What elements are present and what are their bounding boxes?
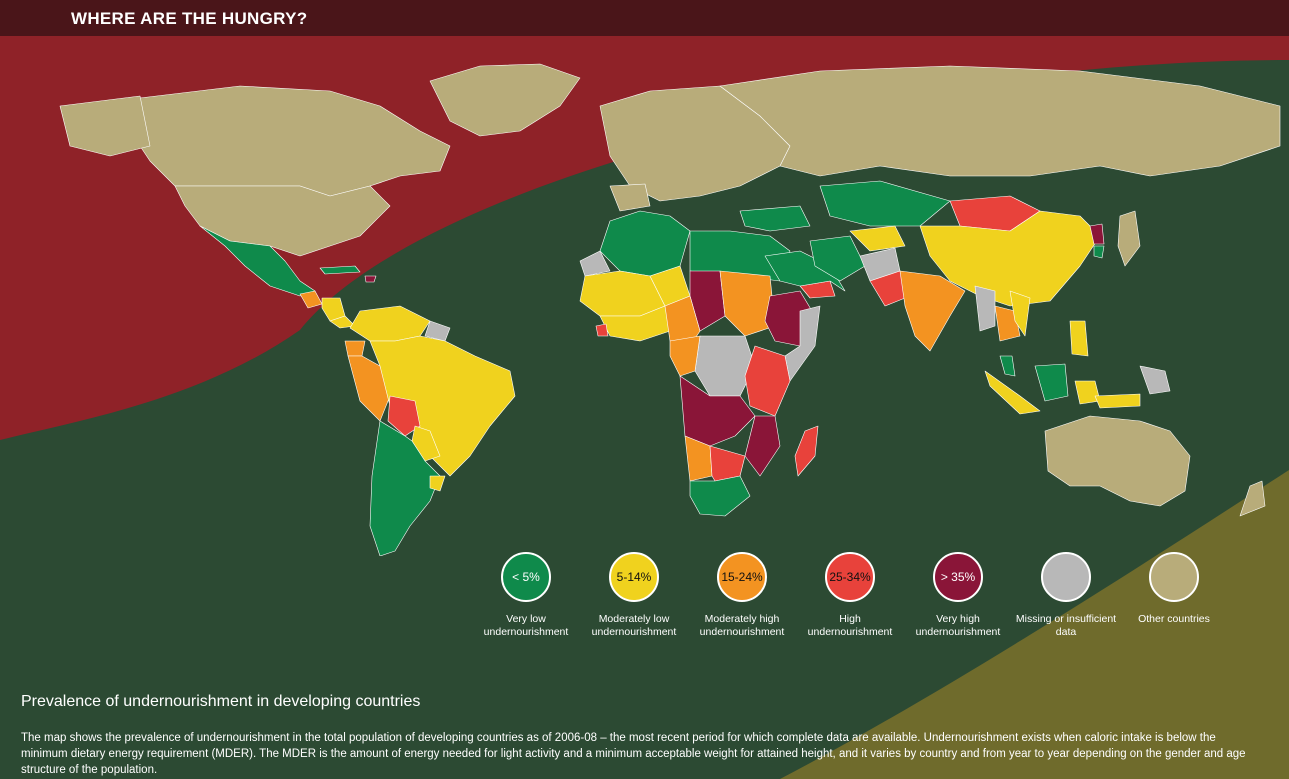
paraguay (411, 425, 441, 462)
colombia-venezuela (349, 305, 431, 342)
legend-item-other: Other countries (1120, 552, 1228, 626)
canada (129, 85, 451, 197)
guatemala (299, 290, 323, 309)
myanmar (974, 285, 996, 332)
legend-swatch-high: 25-34% (825, 552, 875, 602)
legend-swatch-very-high: > 35% (933, 552, 983, 602)
page-title: WHERE ARE THE HUNGRY? (71, 9, 308, 28)
central-asia-yellow (849, 225, 906, 252)
usa (174, 185, 391, 257)
legend-swatch-moderately-high: 15-24% (717, 552, 767, 602)
legend-swatch-moderately-low: 5-14% (609, 552, 659, 602)
ecuador (344, 340, 366, 357)
legend-label: Very low undernourishment (483, 613, 569, 638)
arabian-peninsula (764, 250, 846, 292)
turkey-region (739, 205, 811, 232)
south-africa (689, 475, 751, 517)
title-bar: WHERE ARE THE HUNGRY? (0, 0, 1289, 36)
olive-background-band (780, 470, 1289, 779)
legend-badge: 5-14% (616, 570, 652, 584)
map-title: Prevalence of undernourishment in develo… (21, 693, 421, 710)
madagascar (794, 425, 819, 477)
north-korea (1089, 223, 1105, 245)
japan (1117, 210, 1141, 267)
map-description: The map shows the prevalence of undernou… (21, 732, 1246, 776)
legend-swatch-very-low: < 5% (501, 552, 551, 602)
legend-label: Missing or insufficient data (1015, 613, 1117, 638)
vietnam-laos (1009, 290, 1031, 337)
india (899, 270, 966, 352)
legend-item-very-low: < 5% Very low undernourishment (472, 552, 580, 639)
greenland (429, 63, 581, 137)
legend-item-high: 25-34% High undernourishment (796, 552, 904, 639)
mozambique (744, 415, 781, 477)
iran (809, 235, 866, 282)
legend-item-missing: Missing or insufficient data (1012, 552, 1120, 639)
central-african-west (669, 335, 701, 377)
north-africa-west (599, 210, 691, 277)
cuba (319, 265, 361, 275)
legend-label: Moderately low undernourishment (591, 613, 677, 638)
legend-label: Very high undernourishment (915, 613, 1001, 638)
world-map (59, 63, 1281, 556)
kenya-tanzania (744, 345, 791, 417)
argentina-chile (369, 420, 441, 556)
australia (1044, 415, 1191, 507)
malaysia (999, 355, 1016, 377)
alaska (59, 95, 151, 157)
legend-label: Moderately high undernourishment (699, 613, 785, 638)
sierra-leone (595, 323, 609, 337)
europe (599, 85, 791, 202)
south-korea (1093, 245, 1105, 259)
legend-swatch-other (1149, 552, 1199, 602)
sudan (719, 270, 776, 337)
china (919, 210, 1101, 307)
legend-badge: < 5% (512, 570, 540, 584)
bolivia (387, 395, 421, 437)
drc (694, 335, 756, 397)
legend-item-moderately-low: 5-14% Moderately low undernourishment (580, 552, 688, 639)
legend-item-very-high: > 35% Very high undernourishment (904, 552, 1012, 639)
uruguay (429, 475, 446, 492)
new-zealand (1239, 480, 1266, 517)
haiti (364, 275, 377, 283)
legend-label: High undernourishment (807, 613, 893, 638)
legend-badge: 15-24% (721, 570, 763, 584)
kazakhstan (819, 180, 951, 227)
legend-label: Other countries (1138, 613, 1210, 625)
papua (1139, 365, 1171, 395)
chad (689, 270, 726, 332)
iberia (609, 183, 651, 212)
western-sahara (579, 250, 611, 277)
map-legend: < 5% Very low undernourishment 5-14% Mod… (472, 552, 1232, 652)
legend-badge: > 35% (940, 570, 976, 584)
russia (719, 65, 1281, 177)
legend-swatch-missing (1041, 552, 1091, 602)
borneo (1034, 363, 1069, 402)
sulawesi-islands (1074, 380, 1101, 405)
sumatra (984, 370, 1041, 415)
philippines (1069, 320, 1089, 357)
legend-badge: 25-34% (829, 570, 871, 584)
legend-item-moderately-high: 15-24% Moderately high undernourishment (688, 552, 796, 639)
timor (1094, 393, 1141, 409)
